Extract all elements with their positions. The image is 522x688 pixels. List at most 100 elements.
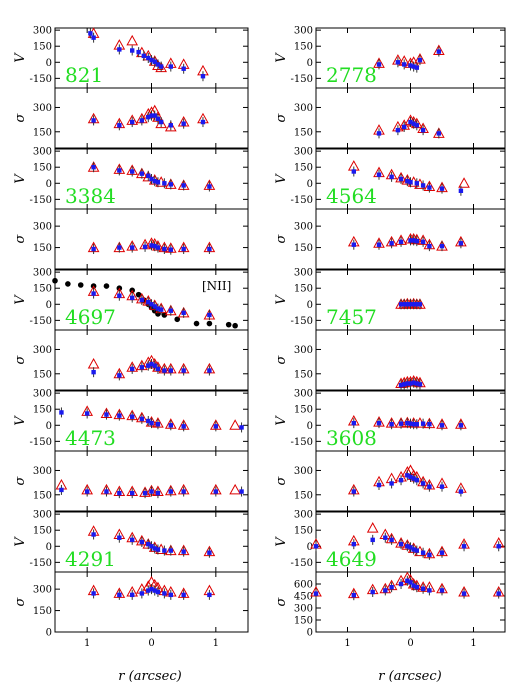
y-tick-label: 0 bbox=[307, 179, 313, 190]
observed-point bbox=[149, 113, 154, 118]
observed-point bbox=[402, 124, 407, 130]
observed-point bbox=[351, 242, 356, 247]
observed-point bbox=[414, 181, 419, 186]
y-tick-label: 150 bbox=[294, 163, 313, 174]
galaxy-label-4697: 4697 bbox=[65, 305, 116, 329]
observed-point bbox=[117, 168, 122, 173]
y-tick-label: -150 bbox=[291, 558, 313, 569]
observed-point bbox=[395, 127, 401, 133]
galaxy-label-2778: 2778 bbox=[326, 63, 377, 87]
y-tick-label: 300 bbox=[33, 147, 52, 158]
y-axis-label: V bbox=[274, 415, 289, 426]
observed-point bbox=[91, 291, 96, 296]
observed-point bbox=[181, 183, 186, 188]
observed-point bbox=[239, 425, 244, 430]
y-tick-label: 0 bbox=[46, 542, 52, 553]
observed-point bbox=[130, 245, 135, 250]
y-tick-label: 0 bbox=[307, 542, 313, 553]
observed-point bbox=[408, 381, 413, 386]
observed-point bbox=[427, 588, 432, 593]
x-axis-label-right: r (arcsec) bbox=[378, 669, 441, 684]
observed-point bbox=[88, 31, 93, 36]
observed-point bbox=[162, 246, 167, 252]
y-tick-label: 150 bbox=[294, 616, 313, 627]
observed-point bbox=[408, 180, 413, 185]
observed-point bbox=[439, 550, 445, 555]
observed-point bbox=[411, 302, 416, 307]
observed-point bbox=[84, 411, 90, 416]
nii-point bbox=[174, 316, 181, 323]
y-axis-label: V bbox=[13, 536, 28, 547]
observed-point bbox=[117, 535, 122, 540]
y-tick-label: 0 bbox=[46, 300, 52, 311]
observed-point bbox=[376, 131, 382, 136]
observed-point bbox=[207, 246, 212, 252]
observed-point bbox=[207, 592, 212, 598]
galaxy-label-7457: 7457 bbox=[326, 305, 377, 329]
model-triangle bbox=[87, 358, 100, 369]
y-tick-label: 300 bbox=[33, 466, 52, 477]
y-tick-label: -150 bbox=[30, 437, 52, 448]
observed-point bbox=[158, 307, 164, 312]
observed-point bbox=[414, 477, 419, 483]
model-triangle bbox=[126, 34, 139, 46]
model-triangle bbox=[155, 61, 167, 73]
observed-point bbox=[117, 47, 122, 52]
observed-point bbox=[405, 381, 410, 386]
observed-point bbox=[405, 178, 410, 184]
nii-point bbox=[206, 320, 213, 327]
observed-point bbox=[389, 585, 394, 590]
y-tick-label: 150 bbox=[33, 284, 52, 295]
observed-point bbox=[168, 182, 173, 187]
observed-point bbox=[414, 302, 419, 307]
observed-point bbox=[130, 490, 135, 496]
observed-point bbox=[427, 185, 432, 190]
observed-point bbox=[420, 183, 426, 188]
model-triangle bbox=[458, 177, 470, 188]
y-tick-label: 0 bbox=[46, 58, 52, 69]
observed-point bbox=[155, 366, 161, 372]
y-axis-label: σ bbox=[274, 596, 289, 606]
panel-4697-sigma: 300 150 σ bbox=[13, 329, 249, 391]
y-tick-label: 300 bbox=[33, 585, 52, 596]
observed-point bbox=[411, 380, 416, 385]
observed-point bbox=[155, 180, 161, 185]
observed-point bbox=[168, 592, 173, 598]
observed-point bbox=[417, 57, 423, 63]
observed-point bbox=[405, 544, 410, 549]
observed-point bbox=[142, 244, 148, 250]
y-tick-label: 150 bbox=[33, 127, 52, 138]
panel-frame bbox=[54, 571, 249, 633]
observed-point bbox=[155, 62, 161, 67]
observed-point bbox=[439, 186, 445, 191]
observed-point bbox=[420, 550, 426, 555]
observed-point bbox=[414, 238, 419, 244]
observed-point bbox=[84, 489, 90, 494]
y-tick-label: 300 bbox=[33, 345, 52, 356]
nii-point bbox=[225, 321, 232, 328]
observed-point bbox=[146, 418, 151, 424]
observed-point bbox=[181, 66, 186, 71]
observed-point bbox=[414, 381, 419, 386]
observed-point bbox=[496, 544, 501, 549]
model-triangle bbox=[366, 522, 379, 533]
observed-point bbox=[414, 422, 419, 427]
y-axis-label: σ bbox=[13, 475, 28, 485]
observed-point bbox=[117, 123, 122, 128]
y-tick-label: 150 bbox=[33, 490, 52, 501]
observed-point bbox=[313, 544, 319, 549]
observed-point bbox=[91, 118, 96, 123]
y-tick-label: -150 bbox=[30, 74, 52, 85]
observed-point bbox=[200, 119, 206, 125]
model-triangle bbox=[142, 170, 155, 182]
observed-point bbox=[162, 181, 167, 186]
y-axis-label: σ bbox=[274, 354, 289, 364]
observed-point bbox=[141, 53, 146, 59]
observed-point bbox=[136, 49, 141, 55]
nii-point bbox=[77, 282, 84, 288]
observed-point bbox=[420, 586, 426, 591]
observed-point bbox=[207, 312, 212, 318]
